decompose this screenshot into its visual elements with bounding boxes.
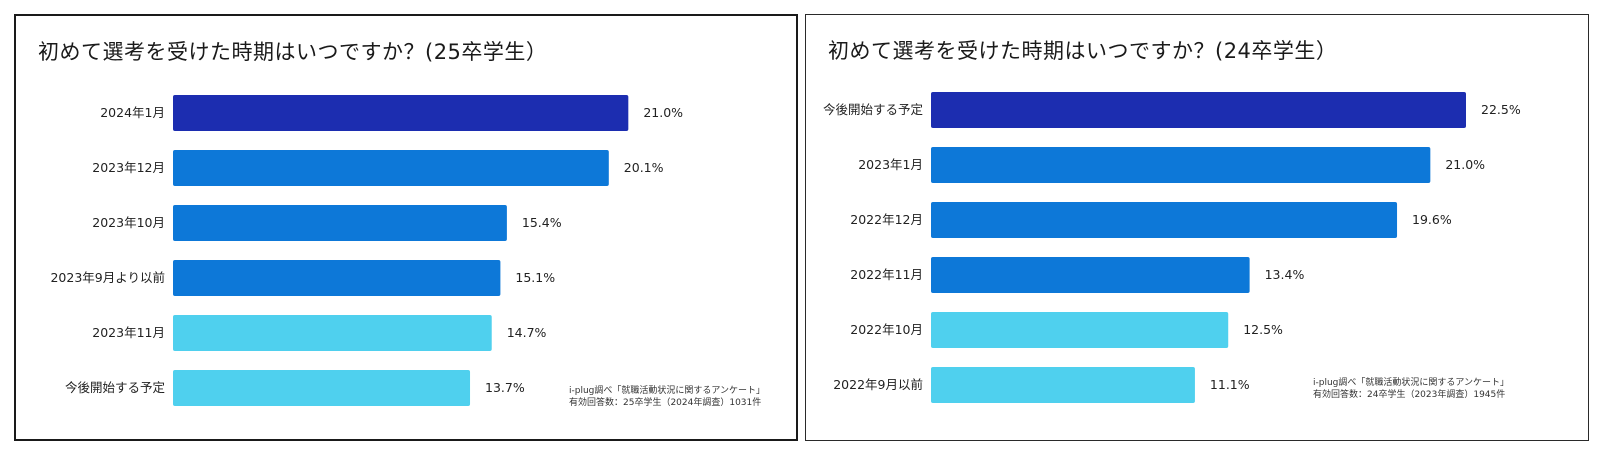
bar-6: [173, 370, 471, 406]
category-label: 2022年10月: [850, 322, 923, 337]
bar-5: [931, 312, 1229, 348]
bar-6: [931, 367, 1195, 403]
chart-panel-25: 初めて選考を受けた時期はいつですか？(25卒学生） 2024年1月 21.0% 20…: [14, 14, 798, 441]
bar-2: [931, 147, 1431, 183]
source-line-2: 有効回答数：24卒学生（2023年調査）1945件: [1313, 390, 1506, 400]
chart-title: 初めて選考を受けた時期はいつですか？(24卒学生）: [828, 39, 1338, 63]
bar-3: [931, 202, 1398, 238]
bar-chart-25: 2024年1月 21.0% 2023年12月 20.1% 2023年10月 15.4% 20…: [50, 95, 683, 406]
category-label: 2023年11月: [92, 325, 165, 340]
source-line-2: 有効回答数：25卒学生（2024年調査）1031件: [569, 398, 762, 408]
value-label: 15.4%: [522, 215, 562, 230]
category-label: 2022年12月: [850, 212, 923, 227]
value-label: 21.0%: [1445, 157, 1485, 172]
bar-1: [173, 95, 629, 131]
value-label: 13.4%: [1265, 267, 1305, 282]
value-label: 12.5%: [1243, 322, 1283, 337]
category-label: 2023年9月より以前: [50, 270, 165, 285]
value-label: 14.7%: [507, 325, 547, 340]
category-label: 2023年1月: [858, 157, 923, 172]
category-label: 2022年11月: [850, 267, 923, 282]
value-label: 13.7%: [485, 380, 525, 395]
value-label: 20.1%: [624, 160, 664, 175]
source-line-1: i-plug調べ「就職活動状況に関するアンケート」: [1313, 378, 1510, 388]
value-label: 22.5%: [1481, 102, 1521, 117]
bar-4: [173, 260, 501, 296]
value-label: 21.0%: [643, 105, 683, 120]
value-label: 11.1%: [1210, 377, 1250, 392]
category-label: 2024年1月: [100, 105, 165, 120]
bar-4: [931, 257, 1250, 293]
bar-3: [173, 205, 507, 241]
value-label: 15.1%: [515, 270, 555, 285]
category-label: 今後開始する予定: [823, 102, 923, 117]
category-label: 今後開始する予定: [65, 380, 165, 395]
source-note: i-plug調べ「就職活動状況に関するアンケート」 有効回答数：24卒学生（20…: [1313, 377, 1509, 401]
chart-panel-24: 初めて選考を受けた時期はいつですか？(24卒学生） 今後開始する予定 22.5% 2…: [805, 14, 1589, 441]
bar-2: [173, 150, 609, 186]
bar-1: [931, 92, 1466, 128]
category-label: 2022年9月以前: [833, 377, 923, 392]
source-note: i-plug調べ「就職活動状況に関するアンケート」 有効回答数：25卒学生（20…: [569, 385, 765, 409]
value-label: 19.6%: [1412, 212, 1452, 227]
chart-title: 初めて選考を受けた時期はいつですか？(25卒学生）: [38, 40, 548, 64]
category-label: 2023年12月: [92, 160, 165, 175]
bar-chart-24: 今後開始する予定 22.5% 2023年1月 21.0% 2022年12月 19.6% 20…: [823, 92, 1521, 403]
category-label: 2023年10月: [92, 215, 165, 230]
source-line-1: i-plug調べ「就職活動状況に関するアンケート」: [569, 386, 766, 396]
bar-5: [173, 315, 492, 351]
